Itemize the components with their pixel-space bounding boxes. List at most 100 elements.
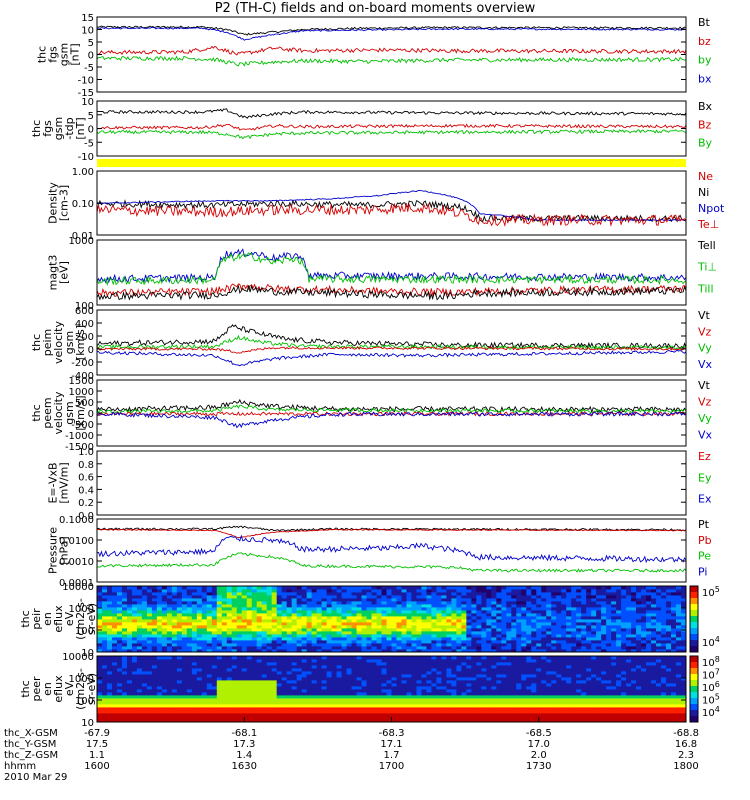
spectrogram-cell: [291, 701, 298, 705]
spectrogram-cell: [516, 607, 522, 611]
spectrogram-cell: [546, 674, 552, 678]
spectrogram-cell: [641, 622, 647, 626]
spectrogram-cell: [206, 692, 213, 696]
spectrogram-cell: [456, 604, 462, 608]
spectrogram-cell: [641, 616, 647, 620]
spectrogram-cell: [321, 707, 328, 711]
spectrogram-cell: [231, 689, 238, 693]
spectrogram-cell: [441, 659, 447, 663]
spectrogram-cell: [296, 695, 303, 699]
spectrogram-cell: [546, 671, 552, 675]
spectrogram-cell: [511, 619, 517, 623]
spectrogram-cell: [226, 631, 233, 635]
spectrogram-cell: [511, 665, 517, 669]
spectrogram-cell: [401, 695, 407, 699]
spectrogram-cell: [471, 622, 477, 626]
spectrogram-cell: [601, 613, 607, 617]
spectrogram-cell: [536, 616, 542, 620]
spectrogram-cell: [516, 701, 522, 705]
spectrogram-cell: [446, 659, 452, 663]
spectrogram-cell: [461, 662, 467, 666]
spectrogram-cell: [671, 625, 677, 629]
spectrogram-cell: [471, 640, 477, 644]
spectrogram-cell: [161, 692, 168, 696]
spectrogram-cell: [376, 671, 382, 675]
spectrogram-cell: [511, 719, 517, 723]
spectrogram-cell: [386, 695, 392, 699]
spectrogram-cell: [526, 631, 532, 635]
spectrogram-cell: [261, 613, 268, 617]
spectrogram-cell: [291, 704, 298, 708]
spectrogram-cell: [281, 643, 288, 647]
spectrogram-cell: [271, 610, 278, 614]
spectrogram-cell: [621, 628, 627, 632]
spectrogram-cell: [97, 716, 103, 720]
spectrogram-cell: [486, 643, 492, 647]
spectrogram-cell: [311, 716, 318, 720]
spectrogram-cell: [336, 671, 342, 675]
spectrogram-cell: [446, 637, 452, 641]
spectrogram-cell: [666, 634, 672, 638]
spectrogram-cell: [541, 601, 547, 605]
spectrogram-cell: [531, 601, 537, 605]
spectrogram-cell: [436, 680, 442, 684]
spectrogram-cell: [386, 686, 392, 690]
spectrogram-cell: [221, 595, 228, 599]
spectrogram-cell: [306, 659, 313, 663]
spectrogram-cell: [261, 695, 268, 699]
spectrogram-cell: [511, 601, 517, 605]
spectrogram-cell: [571, 659, 577, 663]
spectrogram-cell: [646, 610, 652, 614]
spectrogram-cell: [521, 610, 527, 614]
spectrogram-cell: [631, 601, 637, 605]
spectrogram-cell: [431, 683, 437, 687]
spectrogram-cell: [211, 656, 218, 660]
spectrogram-cell: [641, 586, 647, 590]
spectrogram-cell: [216, 586, 223, 590]
spectrogram-cell: [366, 677, 372, 681]
spectrogram-cell: [481, 680, 487, 684]
spectrogram-cell: [336, 586, 342, 590]
spectrogram-cell: [386, 643, 392, 647]
spectrogram-cell: [296, 719, 303, 723]
spectrogram-cell: [116, 586, 123, 590]
spectrogram-cell: [116, 619, 123, 623]
spectrogram-cell: [206, 649, 213, 653]
spectrogram-cell: [486, 683, 492, 687]
spectrogram-cell: [456, 631, 462, 635]
spectrogram-cell: [571, 701, 577, 705]
spectrogram-cell: [156, 701, 163, 705]
spectrogram-cell: [251, 604, 258, 608]
spectrogram-cell: [296, 649, 303, 653]
spectrogram-cell: [411, 598, 417, 602]
spectrogram-cell: [191, 586, 198, 590]
spectrogram-cell: [581, 683, 587, 687]
spectrogram-cell: [586, 604, 592, 608]
spectrogram-cell: [521, 625, 527, 629]
spectrogram-cell: [611, 604, 617, 608]
spectrogram-cell: [326, 586, 332, 590]
spectrogram-cell: [536, 601, 542, 605]
spectrogram-cell: [541, 607, 547, 611]
spectrogram-cell: [406, 689, 412, 693]
spectrogram-cell: [376, 589, 382, 593]
spectrogram-cell: [201, 592, 208, 596]
spectrogram-cell: [436, 649, 442, 653]
spectrogram-cell: [521, 586, 527, 590]
spectrogram-cell: [156, 616, 163, 620]
spectrogram-cell: [551, 631, 557, 635]
spectrogram-cell: [321, 677, 328, 681]
spectrogram-cell: [676, 646, 682, 650]
spectrogram-cell: [311, 595, 318, 599]
spectrogram-cell: [266, 692, 273, 696]
spectrogram-cell: [426, 643, 432, 647]
spectrogram-cell: [421, 692, 427, 696]
spectrogram-cell: [476, 649, 482, 653]
spectrogram-cell: [491, 656, 497, 660]
spectrogram-cell: [381, 628, 387, 632]
spectrogram-cell: [226, 707, 233, 711]
spectrogram-cell: [376, 637, 382, 641]
spectrogram-cell: [606, 616, 612, 620]
series-pb-line: [96, 528, 687, 539]
legend-vx: Vx: [698, 429, 713, 442]
